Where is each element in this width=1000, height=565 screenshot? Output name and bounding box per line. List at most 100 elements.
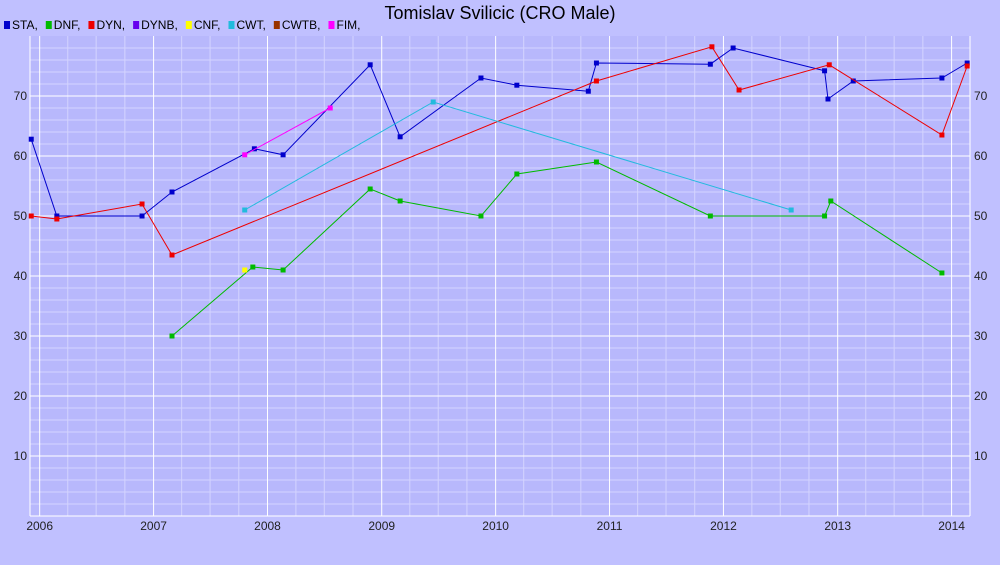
- data-point-sta: [139, 213, 145, 219]
- y-tick-label-left: 30: [14, 329, 28, 343]
- x-tick-label: 2012: [710, 519, 737, 533]
- data-point-dnf: [707, 213, 713, 219]
- data-point-dnf: [514, 171, 520, 177]
- data-point-dyn: [28, 213, 34, 219]
- data-point-sta: [514, 82, 520, 88]
- data-point-dnf: [397, 198, 403, 204]
- data-point-dyn: [939, 132, 945, 138]
- x-tick-label: 2013: [824, 519, 851, 533]
- legend-label-cnf: CNF,: [194, 18, 221, 32]
- y-tick-label-right: 70: [974, 89, 988, 103]
- data-point-sta: [964, 60, 970, 66]
- data-point-dyn: [964, 63, 970, 69]
- legend-swatch-dynb: [133, 21, 140, 29]
- legend-swatch-cnf: [185, 21, 192, 29]
- data-point-fim: [242, 152, 248, 158]
- y-tick-label-right: 40: [974, 269, 988, 283]
- data-point-sta: [251, 146, 257, 152]
- axes: 10 10 20 20 30 30 40 40 50 50 60 60 70 70 2006 2007 2008…: [14, 36, 988, 533]
- series-layer: [28, 44, 970, 339]
- data-point-sta: [478, 75, 484, 81]
- data-point-dnf: [822, 213, 828, 219]
- data-point-sta: [593, 60, 599, 66]
- data-point-sta: [822, 68, 828, 74]
- series-sta: [28, 45, 970, 219]
- legend-swatch-sta: [4, 21, 10, 29]
- y-tick-label-left: 10: [14, 449, 28, 463]
- x-tick-label: 2008: [254, 519, 281, 533]
- x-tick-label: 2007: [140, 519, 167, 533]
- grid: [30, 36, 970, 516]
- series-cwt: [242, 99, 794, 213]
- x-tick-label: 2014: [938, 519, 965, 533]
- data-point-cwt: [242, 207, 248, 213]
- data-point-dyn: [54, 216, 60, 222]
- y-tick-label-left: 20: [14, 389, 28, 403]
- y-tick-label-left: 70: [14, 89, 28, 103]
- legend-label-dyn: DYN,: [96, 18, 125, 32]
- data-point-fim: [327, 105, 333, 111]
- data-point-sta: [707, 61, 713, 67]
- series-line-fim: [244, 107, 331, 156]
- data-point-dyn: [826, 62, 832, 68]
- data-point-sta: [825, 96, 831, 102]
- data-point-sta: [730, 45, 736, 51]
- data-point-sta: [850, 78, 856, 84]
- legend-swatch-cwtb: [273, 21, 280, 29]
- data-point-sta: [585, 88, 591, 94]
- data-point-sta: [397, 134, 403, 140]
- data-point-sta: [169, 189, 175, 195]
- data-point-dnf: [939, 270, 945, 276]
- legend: STA, DNF, DYN, DYNB, CNF, CWT, CWTB, FIM,: [4, 18, 360, 32]
- data-point-dnf: [828, 198, 834, 204]
- data-point-sta: [939, 75, 945, 81]
- legend-label-sta: STA,: [12, 18, 38, 32]
- legend-label-dnf: DNF,: [54, 18, 81, 32]
- y-tick-label-right: 30: [974, 329, 988, 343]
- series-fim: [242, 105, 333, 158]
- x-tick-label: 2010: [482, 519, 509, 533]
- chart-title: Tomislav Svilicic (CRO Male): [384, 3, 615, 23]
- series-line-dyn: [31, 46, 968, 256]
- legend-label-cwtb: CWTB,: [282, 18, 321, 32]
- series-dnf: [169, 159, 945, 339]
- legend-label-fim: FIM,: [336, 18, 360, 32]
- data-point-sta: [54, 213, 60, 219]
- data-point-dnf: [367, 186, 373, 192]
- data-point-dnf: [478, 213, 484, 219]
- data-point-dnf: [250, 264, 256, 270]
- x-tick-label: 2011: [597, 519, 623, 533]
- data-point-sta: [280, 152, 286, 158]
- data-point-dnf: [169, 333, 175, 339]
- legend-label-dynb: DYNB,: [141, 18, 178, 32]
- y-tick-label-right: 20: [974, 389, 988, 403]
- legend-swatch-dnf: [45, 21, 52, 29]
- data-point-dyn: [709, 44, 715, 50]
- y-tick-label-left: 60: [14, 149, 28, 163]
- series-dyn: [28, 44, 970, 258]
- data-point-dyn: [736, 87, 742, 93]
- data-point-dyn: [169, 252, 175, 258]
- y-tick-label-right: 60: [974, 149, 988, 163]
- data-point-dnf: [593, 159, 599, 165]
- data-point-cnf: [242, 267, 248, 273]
- x-tick-label: 2009: [368, 519, 395, 533]
- data-point-cwt: [430, 99, 436, 105]
- data-point-sta: [367, 62, 373, 68]
- legend-swatch-fim: [328, 21, 335, 29]
- y-tick-label-left: 50: [14, 209, 28, 223]
- y-tick-label-left: 40: [14, 269, 28, 283]
- data-point-cwt: [788, 207, 794, 213]
- y-tick-label-right: 50: [974, 209, 988, 223]
- legend-swatch-cwt: [228, 21, 235, 29]
- legend-swatch-dyn: [88, 21, 95, 29]
- legend-label-cwt: CWT,: [236, 18, 265, 32]
- x-tick-label: 2006: [26, 519, 53, 533]
- data-point-dnf: [280, 267, 286, 273]
- y-tick-label-right: 10: [974, 449, 988, 463]
- data-point-dyn: [593, 78, 599, 84]
- data-point-sta: [28, 136, 34, 142]
- data-point-dyn: [139, 201, 145, 207]
- series-cnf: [242, 267, 248, 273]
